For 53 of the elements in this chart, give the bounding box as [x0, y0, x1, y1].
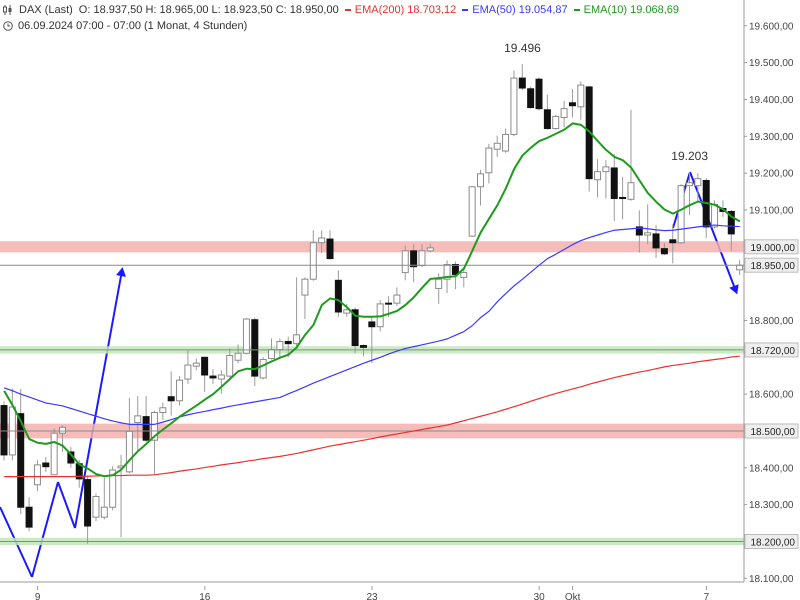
- y-tick-label: 19.600,00: [749, 21, 794, 32]
- y-tick-label: 19.100,00: [749, 206, 794, 217]
- candlestick: [34, 460, 41, 492]
- candlestick: [142, 395, 150, 443]
- candlestick: [669, 224, 676, 264]
- y-tick-label: 18.100,00: [749, 574, 794, 585]
- candlestick: [627, 109, 634, 202]
- candlestick: [410, 243, 418, 283]
- ref-line-label: 18.950,00: [750, 261, 796, 272]
- x-tick-label: 9: [34, 592, 41, 600]
- candlestick: [385, 296, 392, 318]
- candlestick: [168, 370, 175, 416]
- legend-label: EMA(50) 19.054,87: [471, 3, 568, 18]
- y-tick-label: 18.800,00: [749, 316, 794, 328]
- candlestick: [284, 336, 292, 358]
- candlestick: [42, 456, 50, 472]
- legend-label: EMA(200) 18.703,12: [354, 3, 456, 18]
- y-tick-label: 18.600,00: [749, 390, 794, 401]
- annotation: 19.496: [504, 41, 542, 56]
- x-tick-label: 23: [366, 592, 378, 600]
- ref-line-label: 18.200,00: [750, 537, 796, 548]
- candlestick: [644, 204, 652, 245]
- legend-label: EMA(10) 19.068,69: [582, 3, 680, 18]
- x-tick-label: 7: [704, 592, 710, 600]
- band-label: 19.000,00: [750, 242, 796, 254]
- ref-line-label: 18.500,00: [750, 426, 796, 438]
- x-tick-label: Okt: [564, 592, 581, 600]
- text: 06.09.2024 07:00 - 07:00 (1 Monat, 4 Stunden): [18, 19, 248, 34]
- candlestick: [326, 230, 334, 260]
- candlestick: [577, 80, 584, 120]
- candlestick: [293, 276, 300, 347]
- ref-line-label: 18.720,00: [750, 346, 796, 357]
- y-tick-label: 19.200,00: [749, 168, 794, 180]
- candlestick: [201, 356, 208, 392]
- candlestick: [568, 88, 576, 118]
- candlestick: [376, 300, 384, 332]
- annotation: O: 18.937,50 H: 18.965,00 L: 18.923,50 C: 18.950,00: [78, 3, 339, 18]
- candlestick: [460, 266, 468, 288]
- y-tick-label: 19.500,00: [749, 58, 794, 70]
- y-tick-label: 18.400,00: [749, 463, 794, 474]
- y-tick-label: 19.300,00: [749, 132, 794, 143]
- chart-title: DAX (Last): [19, 3, 73, 18]
- candlestick: [176, 376, 184, 406]
- candlestick: [209, 368, 216, 384]
- candlestick: [518, 64, 526, 91]
- y-tick-label: 19.400,00: [749, 95, 794, 106]
- candlestick: [544, 94, 551, 130]
- candlestick: [368, 316, 376, 364]
- x-tick-label: 30: [534, 592, 546, 600]
- candlestick: [393, 286, 400, 306]
- x-tick-label: 16: [199, 592, 211, 600]
- annotation: 19.203: [671, 149, 708, 164]
- y-tick-label: 18.300,00: [749, 500, 794, 512]
